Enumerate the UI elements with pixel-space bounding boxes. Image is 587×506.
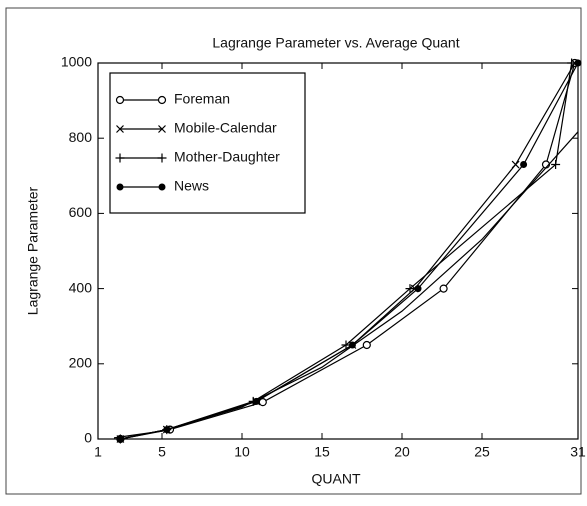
x-tick-label: 20 (394, 444, 410, 460)
point (520, 161, 528, 169)
y-tick-label: 0 (84, 430, 92, 446)
legend-marker (115, 153, 125, 163)
legend-marker (115, 95, 125, 105)
point (574, 59, 582, 67)
y-axis-label: Lagrange Parameter (25, 186, 41, 315)
point (414, 285, 422, 293)
y-tick-label: 200 (69, 355, 93, 371)
x-tick-label: 15 (314, 444, 330, 460)
legend-marker (158, 125, 166, 133)
legend-marker (116, 183, 124, 191)
legend-label: Mobile-Calendar (174, 120, 277, 136)
point (439, 284, 448, 293)
figure-frame (5, 7, 582, 495)
y-tick-label: 600 (69, 204, 93, 220)
legend-label: Mother-Daughter (174, 149, 280, 165)
legend-marker (158, 183, 166, 191)
x-tick-label: 10 (234, 444, 250, 460)
plot-frame (97, 62, 579, 440)
series-line (113, 131, 579, 439)
legend-marker (157, 153, 167, 163)
legend-label: Foreman (174, 91, 230, 107)
legend-label: News (174, 178, 209, 194)
legend-marker (157, 95, 167, 105)
point (551, 160, 561, 170)
y-tick-label: 800 (69, 129, 93, 145)
y-tick-label: 1000 (61, 54, 92, 70)
chart-title: Lagrange Parameter vs. Average Quant (212, 35, 459, 51)
point (511, 160, 520, 169)
x-tick-label: 1 (94, 444, 102, 460)
point (405, 284, 415, 294)
point (362, 340, 371, 350)
x-tick-label: 31 (570, 444, 586, 460)
legend-marker (116, 125, 124, 133)
y-tick-label: 400 (69, 279, 93, 295)
legend-box (109, 72, 306, 214)
x-tick-label: 5 (158, 444, 166, 460)
x-axis-label: QUANT (312, 471, 361, 487)
x-tick-label: 25 (474, 444, 490, 460)
